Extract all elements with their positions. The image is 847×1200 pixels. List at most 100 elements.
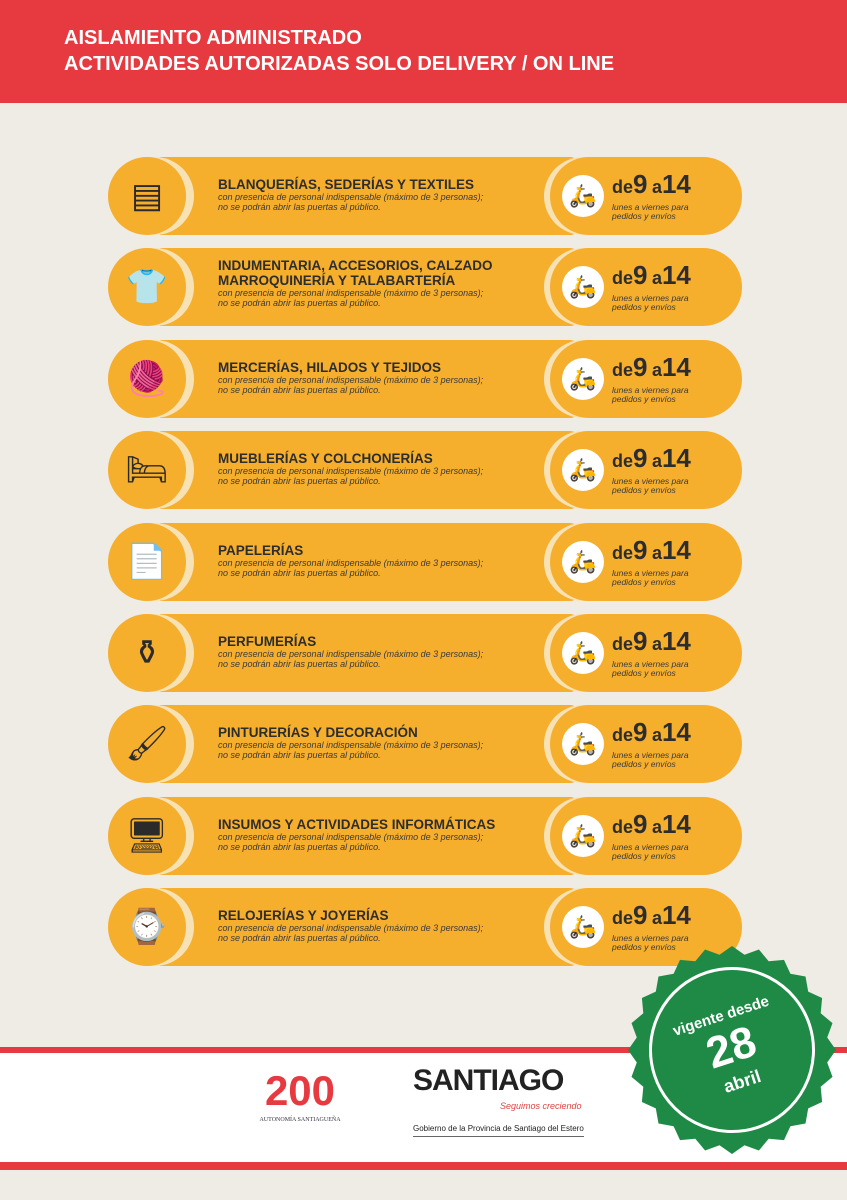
hours-days: lunes a viernes para pedidos y envíos: [612, 841, 689, 861]
activity-title: PERFUMERÍAS: [218, 634, 317, 649]
hours-days: lunes a viernes para pedidos y envíos: [612, 202, 689, 221]
activity-note: no se podrán abrir las puertas al públic…: [218, 202, 381, 212]
activity-note: con presencia de personal indispensable …: [218, 831, 484, 842]
watch-icon: ⌚: [108, 888, 186, 967]
delivery-motorcycle-icon: 🛵: [562, 632, 604, 674]
activity-bar: [160, 339, 580, 418]
activity-row: 👕 INDUMENTARIA, ACCESORIOS, CALZADO MARR…: [108, 248, 748, 327]
activity-note: no se podrán abrir las puertas al públic…: [218, 841, 381, 852]
activity-row: 🧶 MERCERÍAS, HILADOS Y TEJIDOS con prese…: [108, 339, 748, 418]
activity-bar: [160, 796, 580, 875]
delivery-motorcycle-icon: 🛵: [562, 266, 604, 309]
delivery-motorcycle-icon: 🛵: [562, 357, 604, 400]
hours-text: de9 a14: [612, 717, 691, 748]
hours-text: de9 a14: [612, 169, 691, 199]
activity-title: MUEBLERÍAS Y COLCHONERÍAS: [218, 451, 433, 467]
activity-bar: [160, 157, 580, 235]
activity-bar: [160, 248, 580, 327]
activity-row: ▤ BLANQUERÍAS, SEDERÍAS Y TEXTILES con p…: [108, 157, 748, 235]
activity-row: ⌚ RELOJERÍAS Y JOYERÍAS con presencia de…: [108, 888, 748, 967]
hours-pill: 🛵 de9 a14 lunes a viernes para pedidos y …: [550, 431, 742, 510]
delivery-motorcycle-icon: 🛵: [562, 449, 604, 492]
hours-days: lunes a viernes para pedidos y envíos: [612, 384, 689, 404]
activity-note: no se podrán abrir las puertas al públic…: [218, 384, 381, 395]
footer-divider-top: [0, 1047, 847, 1053]
yarn-icon: 🧶: [108, 339, 186, 418]
hours-days: lunes a viernes para pedidos y envíos: [612, 476, 689, 496]
hours-text: de9 a14: [612, 534, 691, 565]
activity-note: no se podrán abrir las puertas al públic…: [218, 476, 381, 487]
header-title: AISLAMIENTO ADMINISTRADO: [64, 27, 362, 49]
hours-text: de9 a14: [612, 900, 691, 931]
hours-text: de9 a14: [612, 808, 691, 839]
hours-pill: 🛵 de9 a14 lunes a viernes para pedidos y …: [550, 796, 742, 875]
activity-row: 🛏 MUEBLERÍAS Y COLCHONERÍAS con presenci…: [108, 431, 748, 510]
hours-days: lunes a viernes para pedidos y envíos: [612, 567, 689, 587]
santiago-logo: SANTIAGO: [413, 1064, 564, 1097]
activity-note: no se podrán abrir las puertas al públic…: [218, 659, 381, 669]
activity-note: con presencia de personal indispensable …: [218, 192, 484, 202]
clothing-icon: 👕: [108, 248, 186, 327]
activity-bar: [160, 705, 580, 784]
bicentenario-number: 200: [264, 1067, 336, 1114]
hours-days: lunes a viernes para pedidos y envíos: [612, 659, 689, 678]
activity-row: 🖌 PINTURERÍAS Y DECORACIÓN con presencia…: [108, 705, 748, 784]
activity-bar: [160, 888, 580, 967]
activity-note: con presencia de personal indispensable …: [218, 288, 484, 299]
bicentenario-caption: AUTONOMÍA SANTIAGUEÑA: [259, 1117, 341, 1123]
activity-title: INDUMENTARIA, ACCESORIOS, CALZADO MARROQ…: [218, 258, 493, 289]
activity-note: con presencia de personal indispensable …: [218, 466, 484, 477]
hours-text: de9 a14: [612, 351, 691, 382]
activity-note: con presencia de personal indispensable …: [218, 649, 484, 659]
footer-divider-bottom: [0, 1162, 847, 1170]
hours-pill: 🛵 de9 a14 lunes a viernes para pedidos y …: [550, 614, 742, 692]
delivery-motorcycle-icon: 🛵: [562, 540, 604, 583]
activity-note: no se podrán abrir las puertas al públic…: [218, 567, 381, 578]
activity-row: 📄 PAPELERÍAS con presencia de personal i…: [108, 522, 748, 601]
activity-bar: [160, 614, 580, 692]
activity-title: PAPELERÍAS: [218, 542, 304, 558]
header-banner: AISLAMIENTO ADMINISTRADO ACTIVIDADES AUT…: [0, 0, 847, 103]
delivery-motorcycle-icon: 🛵: [562, 906, 604, 949]
hours-pill: 🛵 de9 a14 lunes a viernes para pedidos y …: [550, 248, 742, 327]
delivery-motorcycle-icon: 🛵: [562, 723, 604, 766]
hours-pill: 🛵 de9 a14 lunes a viernes para pedidos y …: [550, 157, 742, 235]
hours-pill: 🛵 de9 a14 lunes a viernes para pedidos y …: [550, 888, 742, 967]
activity-title: RELOJERÍAS Y JOYERÍAS: [218, 908, 389, 924]
hours-days: lunes a viernes para pedidos y envíos: [612, 293, 689, 313]
activity-note: con presencia de personal indispensable …: [218, 923, 484, 934]
computer-icon: 🖥: [108, 796, 186, 875]
activity-note: no se podrán abrir las puertas al públic…: [218, 933, 381, 944]
paper-icon: 📄: [108, 522, 186, 601]
santiago-slogan: Seguimos creciendo: [500, 1101, 582, 1111]
towels-icon: ▤: [108, 157, 186, 235]
hours-text: de9 a14: [612, 626, 691, 656]
activity-row: ⚱ PERFUMERÍAS con presencia de personal …: [108, 614, 748, 692]
hours-days: lunes a viernes para pedidos y envíos: [612, 933, 689, 953]
hours-text: de9 a14: [612, 260, 691, 291]
activity-note: no se podrán abrir las puertas al públic…: [218, 750, 381, 761]
perfume-icon: ⚱: [108, 614, 186, 692]
hours-text: de9 a14: [612, 443, 691, 474]
activity-bar: [160, 431, 580, 510]
activity-row: 🖥 INSUMOS Y ACTIVIDADES INFORMÁTICAS con…: [108, 796, 748, 875]
activity-note: no se podrán abrir las puertas al públic…: [218, 298, 381, 309]
hours-pill: 🛵 de9 a14 lunes a viernes para pedidos y …: [550, 705, 742, 784]
hours-pill: 🛵 de9 a14 lunes a viernes para pedidos y …: [550, 339, 742, 418]
bed-icon: 🛏: [108, 431, 186, 510]
activity-title: INSUMOS Y ACTIVIDADES INFORMÁTICAS: [218, 816, 496, 832]
hours-pill: 🛵 de9 a14 lunes a viernes para pedidos y …: [550, 522, 742, 601]
hours-days: lunes a viernes para pedidos y envíos: [612, 750, 689, 770]
header-subtitle: ACTIVIDADES AUTORIZADAS SOLO DELIVERY / …: [64, 53, 615, 75]
bicentenario-logo: 200 AUTONOMÍA SANTIAGUEÑA: [245, 1068, 355, 1124]
paintbrush-icon: 🖌: [108, 705, 186, 784]
activity-title: PINTURERÍAS Y DECORACIÓN: [218, 725, 418, 741]
activity-note: con presencia de personal indispensable …: [218, 740, 484, 751]
vigente-seal: vigente desde 28 abril: [627, 945, 837, 1155]
delivery-motorcycle-icon: 🛵: [562, 814, 604, 857]
activity-title: MERCERÍAS, HILADOS Y TEJIDOS: [218, 359, 442, 375]
activity-note: con presencia de personal indispensable …: [218, 374, 484, 385]
activity-title: BLANQUERÍAS, SEDERÍAS Y TEXTILES: [218, 177, 475, 192]
seal-badge-shape: [628, 946, 836, 1154]
gobierno-label: Gobierno de la Provincia de Santiago del…: [413, 1124, 584, 1137]
